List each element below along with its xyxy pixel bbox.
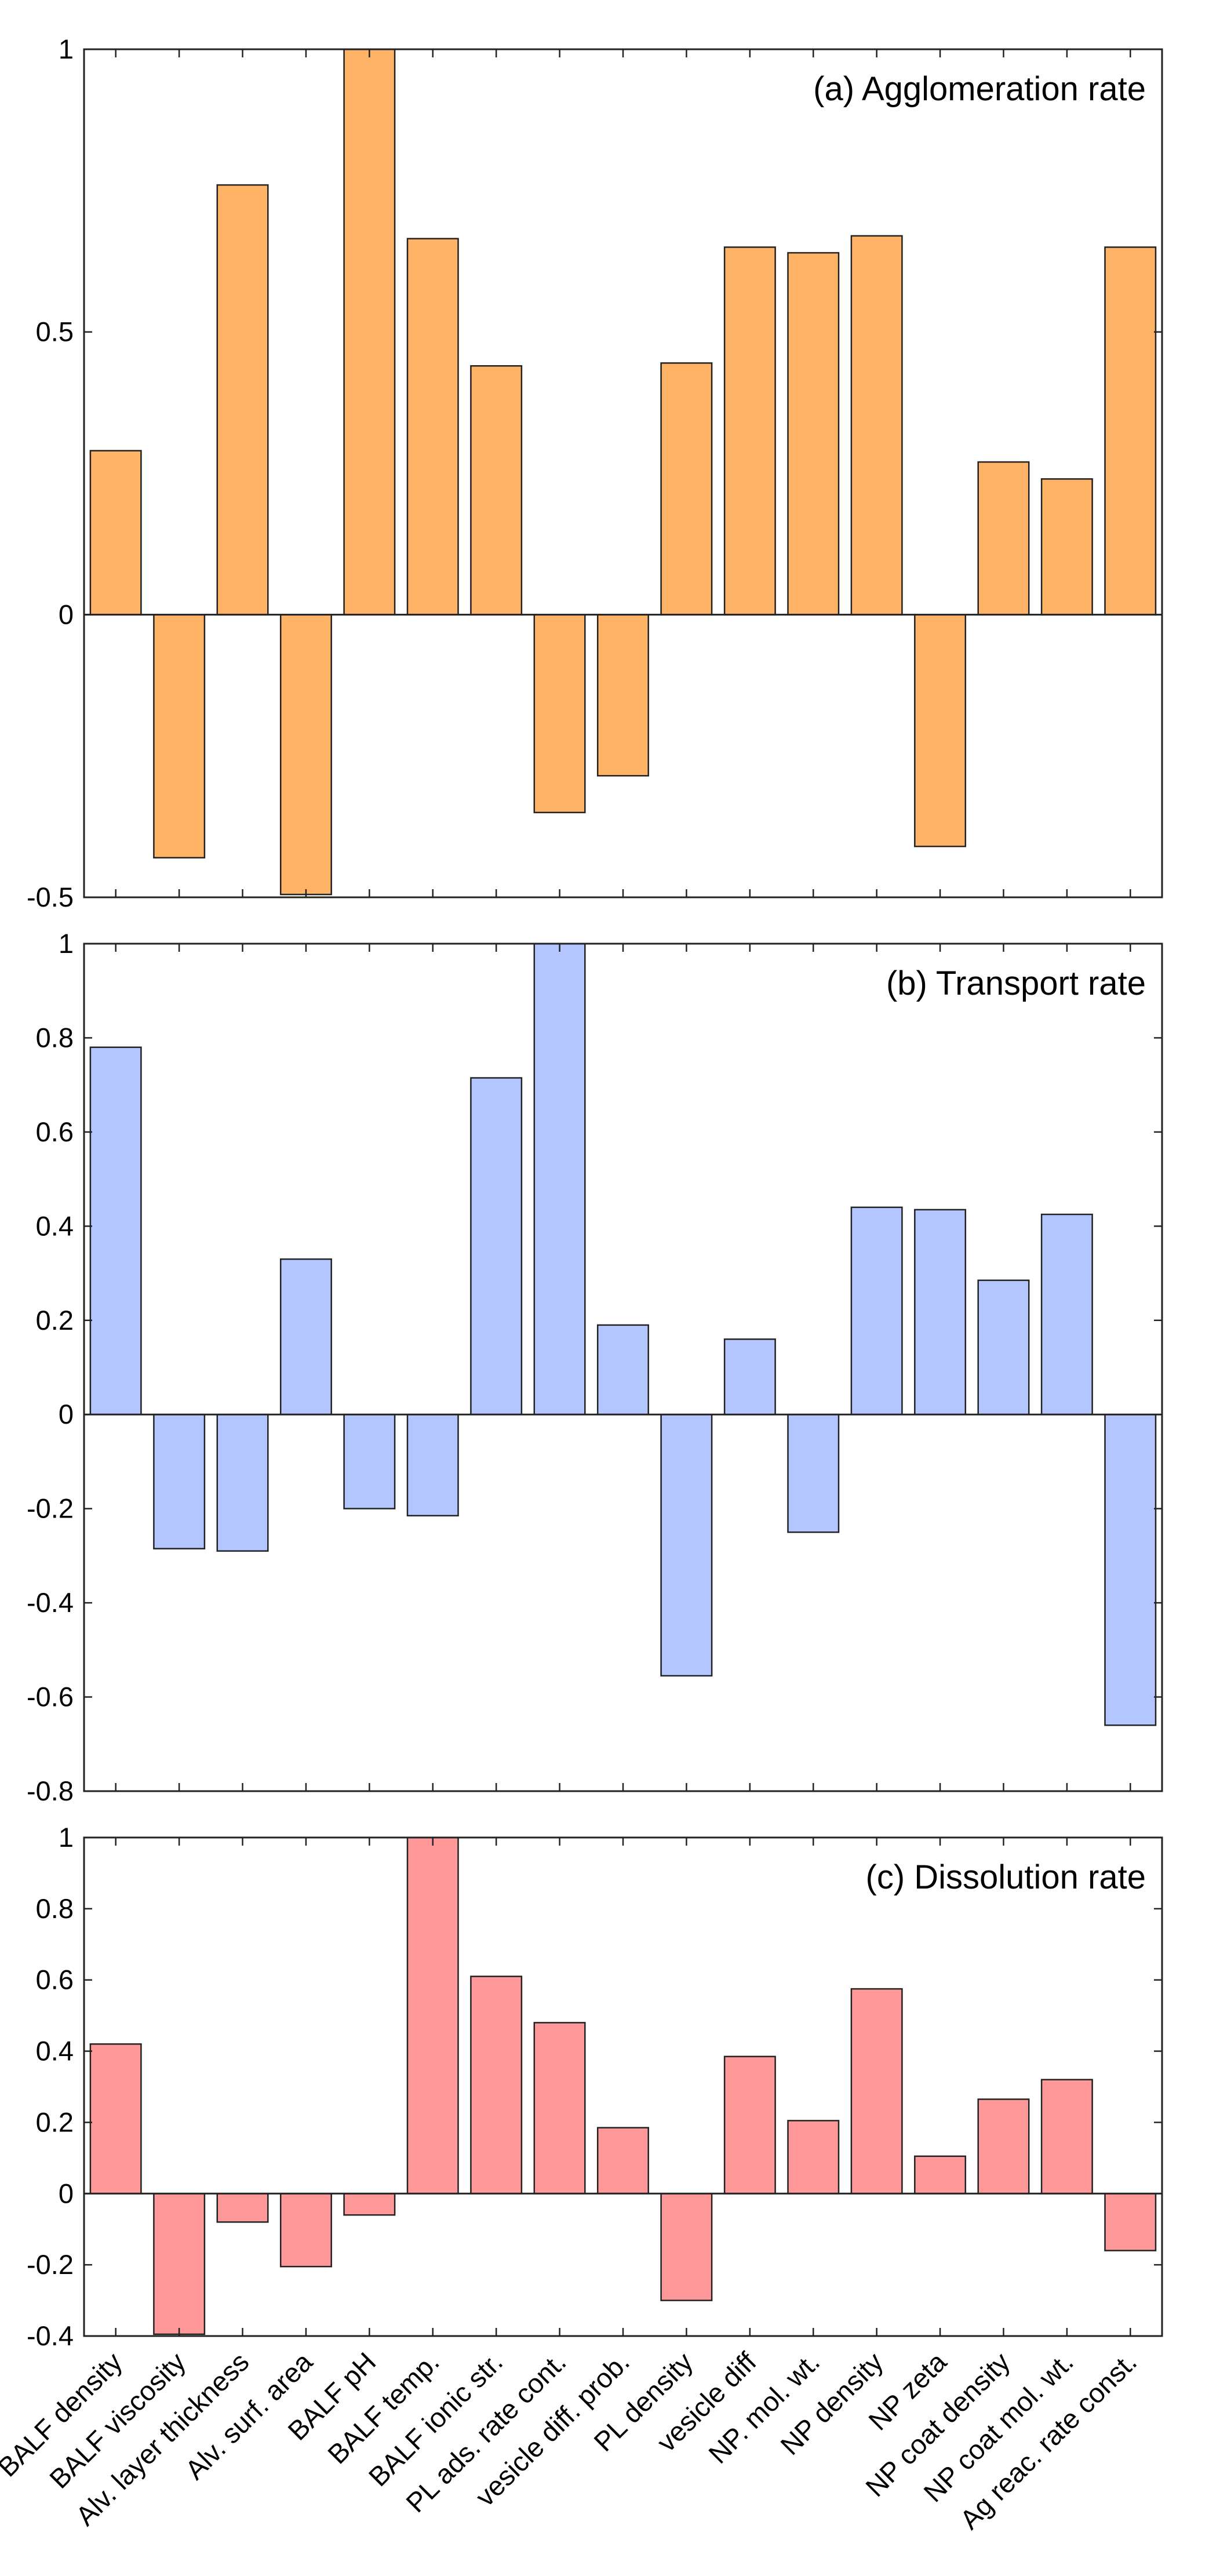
bar-2-17 — [1104, 1413, 1157, 1726]
y-tick-label: -0.8 — [27, 1775, 74, 1806]
bar-2-10 — [660, 1413, 713, 1677]
bar-1-2 — [153, 614, 206, 858]
bar-3-9 — [596, 2127, 649, 2195]
bar-2-11 — [723, 1338, 776, 1416]
panels-layer: -0.500.51(a) Agglomeration rate-0.8-0.6-… — [27, 34, 1163, 2351]
bar-2-8 — [533, 943, 586, 1416]
bar-1-12 — [787, 252, 840, 616]
bar-2-1 — [89, 1046, 142, 1416]
y-tick-label: 1 — [59, 34, 74, 64]
bar-3-16 — [1040, 2079, 1093, 2195]
bar-1-10 — [660, 362, 713, 616]
bar-1-15 — [977, 461, 1030, 616]
bar-2-5 — [343, 1413, 396, 1509]
y-tick-label: 0.6 — [36, 1964, 74, 1995]
y-tick-label: 0.2 — [36, 1305, 74, 1336]
bar-1-17 — [1104, 246, 1157, 616]
y-tick-label: 0 — [59, 599, 74, 630]
bar-2-3 — [216, 1413, 269, 1552]
bar-1-4 — [279, 614, 332, 896]
bar-1-16 — [1040, 478, 1093, 616]
bar-3-7 — [470, 1975, 523, 2195]
y-tick-label: 0.8 — [36, 1893, 74, 1924]
bar-3-5 — [343, 2193, 396, 2216]
bar-3-4 — [279, 2193, 332, 2268]
bar-2-2 — [153, 1413, 206, 1549]
y-tick-label: 0.4 — [36, 2036, 74, 2066]
bar-3-10 — [660, 2193, 713, 2301]
bar-1-14 — [914, 614, 967, 847]
bar-3-1 — [89, 2043, 142, 2195]
y-tick-label: 1 — [59, 928, 74, 959]
bar-3-8 — [533, 2022, 586, 2195]
bar-3-12 — [787, 2120, 840, 2195]
bar-3-2 — [153, 2193, 206, 2335]
y-tick-label: -0.6 — [27, 1682, 74, 1712]
bar-1-7 — [470, 365, 523, 616]
bar-2-7 — [470, 1077, 523, 1416]
bar-3-3 — [216, 2193, 269, 2223]
bar-1-5 — [343, 48, 396, 616]
y-tick-label: 0 — [59, 1399, 74, 1429]
bar-2-15 — [977, 1279, 1030, 1416]
y-tick-label: -0.5 — [27, 882, 74, 912]
bar-3-14 — [914, 2155, 967, 2195]
panel-title: (a) Agglomeration rate — [813, 70, 1146, 108]
bar-1-6 — [406, 238, 459, 616]
bar-2-16 — [1040, 1213, 1093, 1416]
bar-3-15 — [977, 2098, 1030, 2195]
y-tick-label: 0.8 — [36, 1022, 74, 1053]
bar-3-6 — [406, 1836, 459, 2195]
y-tick-label: -0.2 — [27, 2249, 74, 2280]
panel-title: (c) Dissolution rate — [866, 1858, 1146, 1896]
panel-title: (b) Transport rate — [886, 965, 1146, 1002]
bar-1-9 — [596, 614, 649, 777]
bar-2-12 — [787, 1413, 840, 1533]
bar-1-1 — [89, 450, 142, 616]
panel-1: -0.5 0 0.5 1 (a) Agglomeration rate — [27, 34, 1163, 912]
bar-3-17 — [1104, 2193, 1157, 2251]
bar-1-11 — [723, 246, 776, 616]
y-tick-label: -0.4 — [27, 1587, 74, 1618]
bar-3-11 — [723, 2055, 776, 2195]
y-tick-label: 0.2 — [36, 2106, 74, 2137]
panel-3: -0.4 -0.2 0 0.2 0.4 0.6 0.8 1 (c) Dissolution ra… — [27, 1822, 1163, 2351]
bar-3-13 — [850, 1988, 903, 2195]
bar-2-4 — [279, 1258, 332, 1416]
bar-2-13 — [850, 1206, 903, 1416]
y-tick-label: 0.6 — [36, 1116, 74, 1147]
bar-2-6 — [406, 1413, 459, 1517]
axis-frame — [83, 1836, 1163, 2337]
y-tick-label: -0.4 — [27, 2320, 74, 2351]
panel-2: -0.8 -0.6 -0.4 -0.2 0 0.2 0.4 0.6 0.8 1 (b) Transp… — [27, 928, 1163, 1806]
bar-2-9 — [596, 1324, 649, 1416]
bar-1-8 — [533, 614, 586, 813]
bar-1-3 — [216, 184, 269, 616]
bar-1-13 — [850, 235, 903, 616]
y-tick-label: 0.5 — [36, 316, 74, 347]
bar-2-14 — [914, 1209, 967, 1416]
y-tick-label: 0 — [59, 2178, 74, 2208]
y-tick-label: 1 — [59, 1822, 74, 1853]
y-tick-label: 0.4 — [36, 1210, 74, 1241]
y-tick-label: -0.2 — [27, 1493, 74, 1524]
